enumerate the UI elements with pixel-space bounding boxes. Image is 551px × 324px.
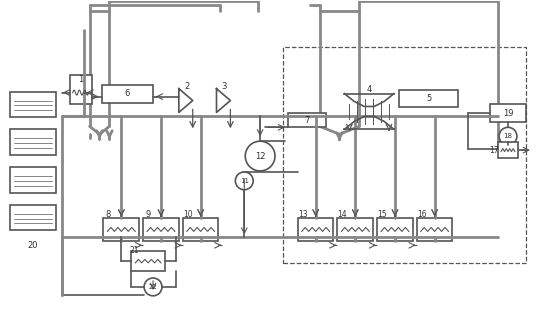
- Text: 6: 6: [125, 89, 130, 98]
- Bar: [101, 85, 153, 102]
- Text: 19: 19: [503, 109, 513, 118]
- Text: 9: 9: [145, 210, 151, 219]
- Bar: [143, 217, 179, 241]
- Polygon shape: [179, 89, 193, 112]
- Bar: [377, 217, 413, 241]
- Bar: [10, 167, 56, 193]
- Bar: [183, 217, 219, 241]
- Text: 14: 14: [338, 210, 347, 219]
- Text: 8: 8: [106, 210, 111, 219]
- Circle shape: [499, 127, 517, 145]
- Bar: [283, 47, 526, 263]
- Bar: [104, 217, 139, 241]
- Bar: [490, 105, 526, 122]
- Bar: [337, 217, 373, 241]
- Bar: [399, 90, 458, 108]
- Text: 17: 17: [489, 145, 499, 155]
- Bar: [131, 251, 165, 271]
- Text: 18: 18: [504, 133, 512, 139]
- Text: 3: 3: [222, 82, 227, 91]
- Text: 22: 22: [149, 284, 158, 290]
- Circle shape: [245, 141, 275, 171]
- Text: 11: 11: [240, 178, 249, 184]
- Bar: [10, 92, 56, 117]
- Bar: [10, 129, 56, 155]
- Bar: [70, 75, 91, 105]
- Bar: [498, 142, 518, 158]
- Text: 5: 5: [426, 94, 431, 103]
- Text: 10: 10: [183, 210, 192, 219]
- Text: 12: 12: [255, 152, 266, 161]
- Text: 4: 4: [366, 85, 372, 94]
- Bar: [298, 217, 333, 241]
- Text: 1: 1: [78, 75, 83, 84]
- Text: 15: 15: [377, 210, 387, 219]
- Text: 20: 20: [28, 241, 39, 250]
- Text: 21: 21: [129, 246, 139, 255]
- Circle shape: [144, 278, 162, 296]
- Circle shape: [235, 172, 253, 190]
- Bar: [10, 205, 56, 230]
- Polygon shape: [217, 89, 230, 112]
- Text: 2: 2: [184, 82, 190, 91]
- Bar: [417, 217, 452, 241]
- Text: 7: 7: [304, 116, 310, 125]
- Text: 16: 16: [417, 210, 426, 219]
- Text: 13: 13: [298, 210, 307, 219]
- Bar: [288, 113, 326, 127]
